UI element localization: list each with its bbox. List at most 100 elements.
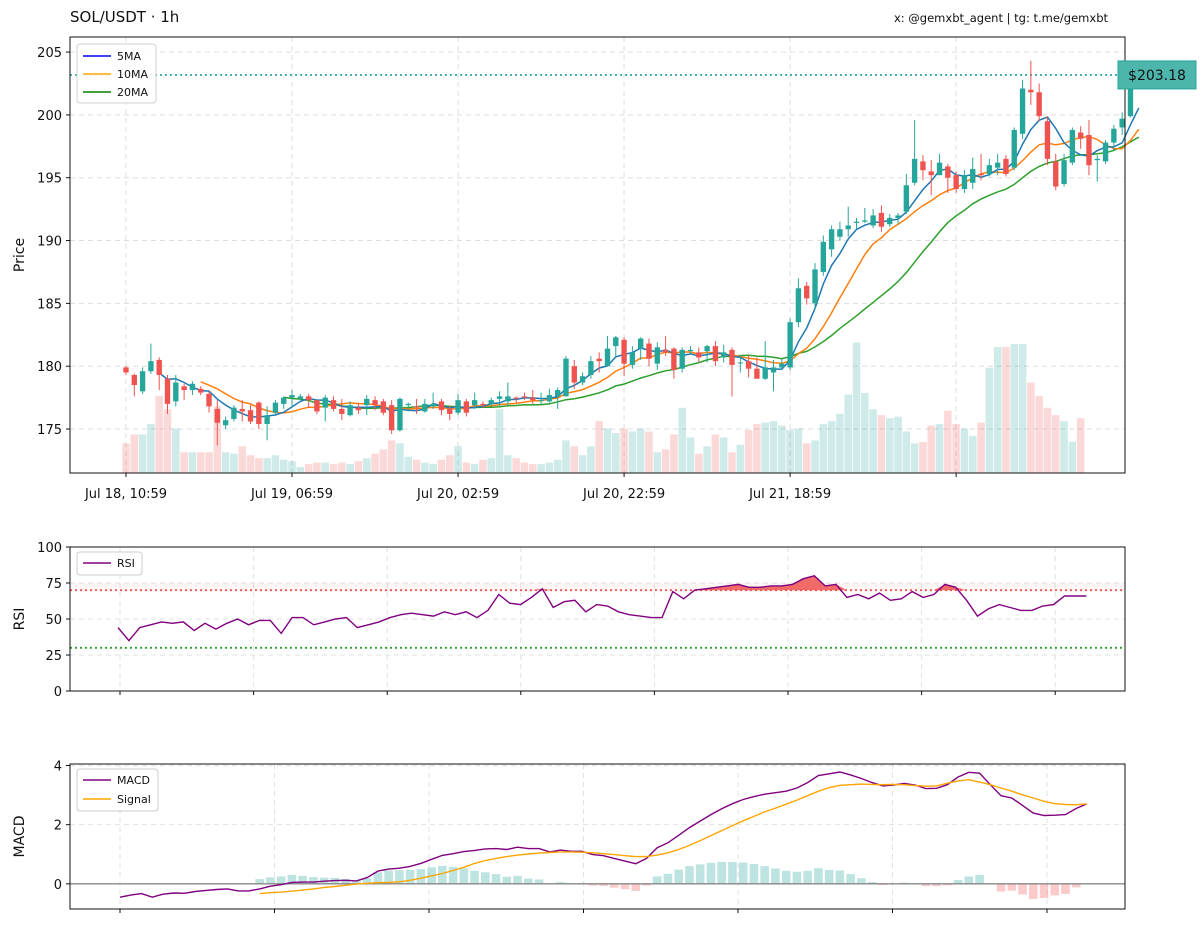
macd-histogram-bar (1071, 883, 1081, 888)
volume-bar (728, 452, 736, 473)
price-ytick-label: 195 (37, 172, 62, 187)
legend-label-signal: Signal (117, 793, 151, 806)
price-xtick-label: Jul 19, 06:59 (250, 487, 333, 502)
candle-body (638, 338, 644, 349)
volume-bar (952, 424, 960, 473)
candle-body (671, 348, 677, 370)
macd-histogram-bar (835, 870, 845, 884)
candle-body (704, 346, 710, 352)
candle-body (754, 368, 760, 379)
chart-title: SOL/USDT · 1h (70, 8, 180, 26)
volume-bar (861, 392, 869, 473)
macd-histogram-bar (599, 883, 608, 886)
volume-bar (180, 452, 188, 473)
volume-bar (288, 461, 296, 473)
macd-histogram-bar (448, 866, 458, 884)
macd-histogram-bar (352, 880, 361, 884)
volume-bar (761, 422, 769, 473)
candle-body (953, 175, 959, 190)
candle-body (239, 408, 245, 412)
price-ylabel: Price (12, 238, 28, 272)
candle-body (405, 403, 411, 406)
candle-body (804, 285, 810, 299)
volume-bar (1051, 415, 1060, 473)
volume-bar (885, 418, 894, 473)
macd-histogram-bar (523, 878, 533, 884)
candle-body (264, 415, 270, 424)
macd-histogram-bar (943, 883, 952, 886)
candle-body (1061, 160, 1067, 185)
volume-bar (769, 421, 778, 473)
volume-bar (163, 409, 172, 473)
macd-histogram-bar (481, 872, 490, 884)
volume-bar (437, 459, 446, 473)
volume-bars (122, 342, 1085, 473)
macd-histogram-bar (738, 862, 748, 884)
candle-body (372, 400, 378, 406)
candle-body (538, 400, 544, 402)
volume-bar (221, 452, 230, 473)
volume-bar (653, 452, 662, 473)
macd-histogram-bar (652, 876, 662, 884)
volume-bar (553, 459, 562, 473)
volume-bar (230, 453, 238, 473)
volume-bar (1068, 441, 1077, 473)
macd-histogram-bar (534, 879, 544, 884)
candle-body (488, 400, 494, 404)
candle-body (903, 185, 910, 212)
macd-histogram-bar (771, 868, 780, 884)
candle-body (920, 161, 926, 171)
macd-histogram-bar (384, 870, 393, 884)
candle-body (123, 367, 129, 373)
volume-bar (479, 459, 487, 473)
candle-body (812, 269, 818, 304)
macd-histogram-bar (1061, 883, 1070, 894)
macd-histogram-bar (846, 874, 855, 884)
volume-bar (263, 458, 271, 473)
price-ytick-label: 200 (37, 109, 62, 124)
macd-ytick-label: 4 (54, 759, 62, 774)
macd-panel: 0 2 4 MACD MACD Signal (12, 759, 1126, 913)
candle-body (970, 168, 976, 183)
candle-body (1086, 135, 1092, 166)
macd-histogram-bar (642, 883, 651, 886)
candle-body (579, 376, 586, 383)
volume-bar (130, 434, 139, 473)
price-xtick-label: Jul 21, 18:59 (748, 487, 831, 502)
macd-histogram-bar (1039, 883, 1049, 899)
macd-histogram-bar (416, 869, 426, 884)
candle-body (339, 408, 345, 414)
volume-bar (919, 441, 927, 473)
candle-body (272, 402, 279, 413)
volume-bar (155, 395, 163, 473)
candle-body (837, 229, 843, 237)
candle-body (388, 405, 395, 431)
volume-bar (719, 437, 728, 473)
candle-body (571, 366, 577, 383)
rsi-ylabel: RSI (12, 608, 28, 631)
macd-histogram-bar (255, 879, 264, 884)
candle-body (721, 352, 727, 358)
candle-body (173, 382, 179, 402)
candle-body (1127, 74, 1134, 117)
volume-bar (628, 431, 637, 473)
volume-bar (1035, 395, 1043, 473)
volume-bar (819, 424, 828, 473)
candle-body (206, 393, 212, 407)
candle-body (911, 158, 918, 183)
volume-bar (736, 444, 745, 473)
candle-body (214, 408, 220, 423)
price-ytick-label: 175 (37, 423, 62, 438)
candle-body (1028, 89, 1034, 93)
volume-bar (470, 464, 479, 473)
last-price-tag-box (1117, 60, 1197, 90)
candle-body (1111, 128, 1117, 143)
candle-body (629, 352, 636, 365)
candle-body (305, 396, 312, 401)
macd-histogram-bar (953, 880, 963, 884)
macd-ytick-label: 0 (54, 878, 62, 893)
candle-body (314, 400, 320, 412)
price-axes-frame (69, 36, 1126, 474)
macd-histogram-bar (609, 883, 619, 888)
candle-body (845, 225, 851, 230)
